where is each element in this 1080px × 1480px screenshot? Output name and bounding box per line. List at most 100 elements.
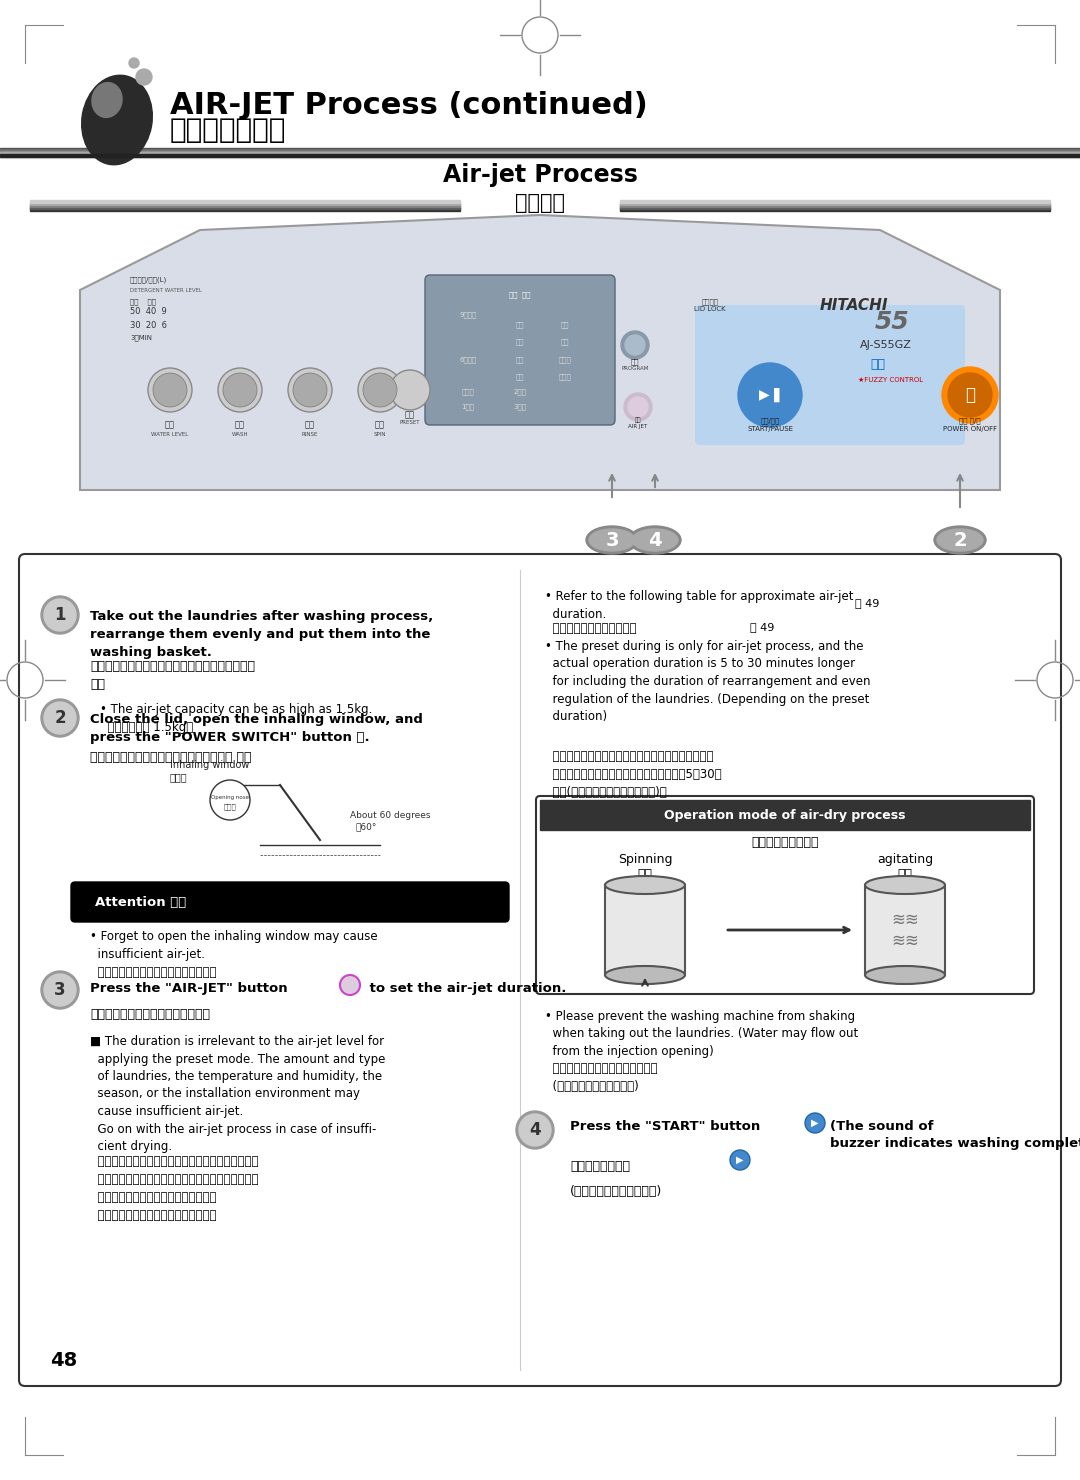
Text: 關閉機蓋，打開吸氣窗，按下電源開關按鈕 ⓞ。: 關閉機蓋，打開吸氣窗，按下電源開關按鈕 ⓞ。 (90, 750, 252, 764)
Text: 風乾程序（續）: 風乾程序（續） (170, 115, 286, 144)
Text: 機蓋緊鎖
LID LOCK: 機蓋緊鎖 LID LOCK (694, 297, 726, 312)
Text: DETERGENT WATER LEVEL: DETERGENT WATER LEVEL (130, 287, 202, 293)
Circle shape (805, 1113, 825, 1134)
Text: 沖洗: 沖洗 (305, 420, 315, 429)
Bar (620, 200, 1050, 203)
Text: 簡易洗: 簡易洗 (558, 357, 571, 363)
Bar (605, 885, 685, 975)
Bar (30, 200, 460, 203)
Text: Press the "AIR-JET" button: Press the "AIR-JET" button (90, 983, 287, 995)
Text: 風除水: 風除水 (558, 373, 571, 380)
Text: • Forget to open the inhaling window may cause
  insufficient air-jet.
  忘記打開吸氣窗: • Forget to open the inhaling window may… (90, 929, 378, 978)
Text: 4: 4 (648, 530, 662, 549)
Text: 洗衣粉量/水位(L): 洗衣粉量/水位(L) (130, 277, 167, 283)
Ellipse shape (937, 528, 983, 551)
Text: 4: 4 (529, 1120, 541, 1140)
Text: Take out the laundries after washing process,
rearrange them evenly and put them: Take out the laundries after washing pro… (90, 610, 433, 659)
Text: AIR-JET Process (continued): AIR-JET Process (continued) (170, 90, 648, 120)
Bar (30, 204, 460, 207)
Text: Spinning: Spinning (618, 854, 672, 866)
Text: 充電    功能: 充電 功能 (130, 299, 156, 305)
Ellipse shape (605, 876, 685, 894)
Text: 55: 55 (875, 309, 909, 334)
Text: 風乾
AIR JET: 風乾 AIR JET (629, 417, 648, 429)
Text: 水位: 水位 (165, 420, 175, 429)
Circle shape (340, 975, 360, 995)
Text: 風乾方法: 風乾方法 (515, 192, 565, 213)
Text: WATER LEVEL: WATER LEVEL (151, 432, 189, 438)
Circle shape (942, 367, 998, 423)
FancyBboxPatch shape (696, 305, 966, 445)
Circle shape (44, 974, 76, 1006)
Bar (30, 206, 460, 209)
Text: ⏻: ⏻ (966, 386, 975, 404)
Text: Press the "START" button: Press the "START" button (570, 1120, 760, 1134)
Circle shape (288, 369, 332, 411)
Text: 3: 3 (54, 981, 66, 999)
Circle shape (516, 1111, 554, 1148)
Ellipse shape (865, 876, 945, 894)
Text: 3: 3 (605, 530, 619, 549)
Circle shape (627, 397, 648, 417)
Text: 2小時: 2小時 (514, 389, 526, 395)
Text: 1: 1 (54, 605, 66, 625)
Bar (0, 151, 1080, 152)
Text: 大致的風乾時間參照下表。: 大致的風乾時間參照下表。 (545, 622, 636, 635)
Circle shape (730, 1150, 750, 1171)
Text: AJ-S55GZ: AJ-S55GZ (860, 340, 912, 349)
Text: 脫水: 脫水 (637, 867, 652, 881)
Text: 30  20  6: 30 20 6 (130, 321, 167, 330)
Circle shape (136, 70, 152, 84)
Text: ≋≋
≋≋: ≋≋ ≋≋ (891, 910, 919, 949)
Text: Attention 注意: Attention 注意 (95, 895, 186, 909)
Text: 按下「風乾」按鈕，設定風乾時間。: 按下「風乾」按鈕，設定風乾時間。 (90, 1008, 210, 1021)
Circle shape (210, 780, 249, 820)
Text: Operation mode of air-dry process: Operation mode of air-dry process (664, 808, 906, 821)
Text: 程序: 程序 (631, 358, 639, 366)
Circle shape (153, 373, 187, 407)
Bar (0, 152, 1080, 154)
Text: to set the air-jet duration.: to set the air-jet duration. (365, 983, 566, 995)
Ellipse shape (586, 525, 638, 554)
Text: PROGRAM: PROGRAM (621, 367, 649, 371)
Circle shape (948, 373, 993, 417)
Circle shape (621, 332, 649, 360)
Text: 脫水: 脫水 (375, 420, 384, 429)
Text: ▶▐: ▶▐ (759, 388, 781, 403)
Text: About 60 degrees: About 60 degrees (350, 811, 431, 820)
Circle shape (625, 334, 645, 355)
Circle shape (222, 373, 257, 407)
Text: 3小時: 3小時 (513, 404, 527, 410)
Text: 9小時後: 9小時後 (459, 312, 476, 318)
Circle shape (41, 971, 79, 1009)
Text: 快速: 快速 (516, 357, 524, 363)
Text: 充電  功能: 充電 功能 (510, 292, 530, 299)
Text: ▶: ▶ (737, 1154, 744, 1165)
Text: 標準: 標準 (516, 321, 524, 329)
Circle shape (41, 699, 79, 737)
Text: Opening nose: Opening nose (211, 796, 249, 801)
Text: 約60°: 約60° (355, 823, 376, 832)
Bar (30, 209, 460, 212)
Text: • The air-jet capacity can be as high as 1.5kg.
  最大風乾量為 1.5kg。: • The air-jet capacity can be as high as… (100, 703, 373, 734)
Circle shape (44, 599, 76, 630)
Circle shape (519, 1114, 551, 1146)
Text: 吸氣窗: 吸氣窗 (170, 773, 188, 781)
Text: (蜂鳴聲響起表示洗衣完畢): (蜂鳴聲響起表示洗衣完畢) (570, 1185, 662, 1197)
Text: 2: 2 (54, 709, 66, 727)
Ellipse shape (589, 528, 635, 551)
Text: 📄 49: 📄 49 (855, 598, 879, 608)
Ellipse shape (632, 528, 678, 551)
Text: 設定時間僅是風乾的時間，實際運轉時間還要加上理
  順衣物和調整衣物平衡的時間，大概要增加5至30分
  鐘。(根據設定時間的變化而改變)。: 設定時間僅是風乾的時間，實際運轉時間還要加上理 順衣物和調整衣物平衡的時間，大概… (545, 750, 721, 799)
Bar (620, 201, 1050, 206)
Text: 因採用定時風乾方式，所以風乾結束時間與風乾程度
  無關。衣物的量和種類、氣溫濕度、季節、安裝環境
  等因素也可能造成風乾不充分的現象。
  若出現風乾不充分: 因採用定時風乾方式，所以風乾結束時間與風乾程度 無關。衣物的量和種類、氣溫濕度、… (90, 1154, 258, 1222)
Ellipse shape (629, 525, 681, 554)
Bar (540, 801, 1030, 830)
Text: 浸洗: 浸洗 (516, 373, 524, 380)
Circle shape (738, 363, 802, 428)
Text: 間風乾: 間風乾 (461, 389, 474, 395)
Text: 2: 2 (954, 530, 967, 549)
Text: • Refer to the following table for approximate air-jet
  duration.: • Refer to the following table for appro… (545, 591, 853, 622)
Polygon shape (80, 215, 1000, 490)
FancyBboxPatch shape (536, 796, 1034, 995)
